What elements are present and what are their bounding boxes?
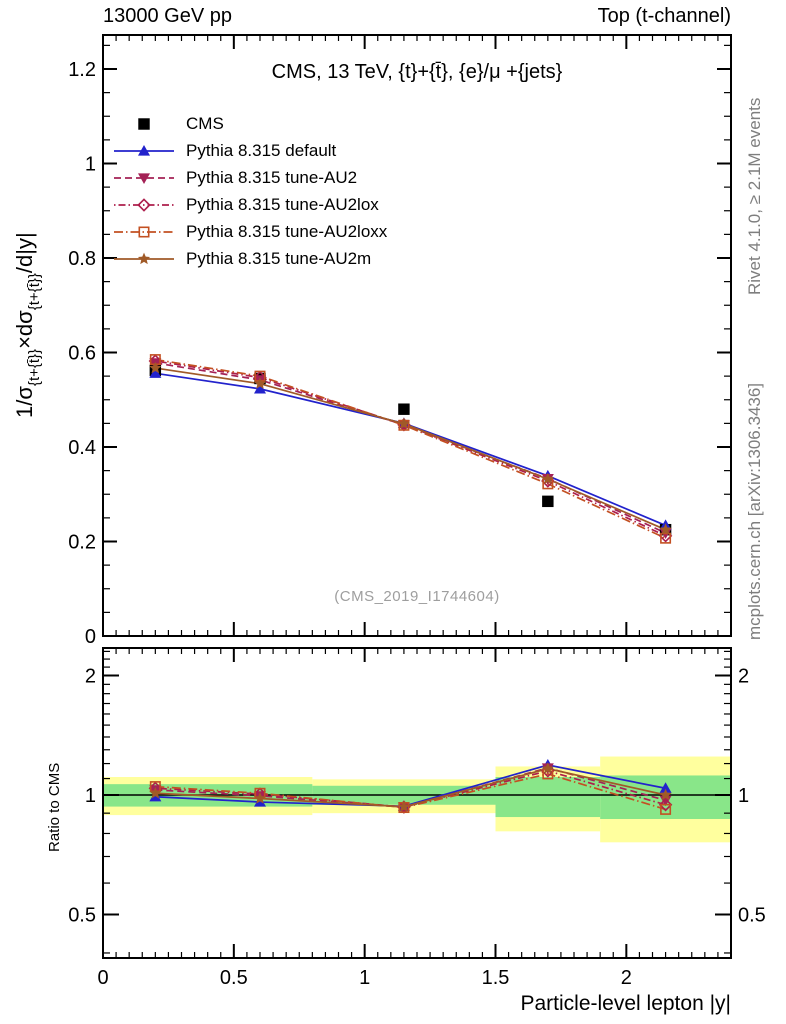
main-ytick-label: 1 (85, 154, 96, 176)
legend-marker-pythia-8-315-tune-au2 (114, 172, 174, 184)
legend-marker-cms (138, 117, 150, 130)
legend-label: CMS (186, 113, 224, 133)
ratio-marker-pythia-8-315-tune-au2m (659, 788, 672, 801)
legend-marker-pythia-8-315-tune-au2m (114, 252, 174, 264)
ratio-marker-pythia-8-315-tune-au2lox (658, 798, 673, 812)
legend-label: Pythia 8.315 tune-AU2lox (186, 194, 379, 214)
main-ytick-label: 0.2 (68, 532, 96, 554)
legend-marker-pythia-8-315-tune-au2loxx (114, 226, 174, 237)
xtick-label: 0.5 (220, 967, 248, 989)
legend-item-pythia-8-315-tune-au2m: Pythia 8.315 tune-AU2m (112, 245, 387, 272)
ylabel-text: 1/σ (12, 386, 37, 418)
ratio-marker-pythia-8-315-tune-au2m (149, 786, 162, 799)
analysis-id-watermark: (CMS_2019_I1744604) (334, 588, 500, 605)
ratio-marker-pythia-8-315-default (659, 782, 672, 793)
ylabel-subscript: {t+{t̄}} (26, 348, 43, 387)
main-line-pythia-8-315-tune-au2loxx (155, 358, 666, 539)
main-line-pythia-8-315-tune-au2lox (155, 360, 666, 537)
ratio-ytick-label-left: 1 (85, 785, 96, 807)
ratio-marker-pythia-8-315-tune-au2m (253, 792, 267, 804)
main-ytick-label: 0.8 (68, 248, 96, 270)
main-line-pythia-8-315-tune-au2m (155, 367, 666, 531)
main-marker-pythia-8-315-tune-au2m (541, 472, 554, 485)
legend-label: Pythia 8.315 tune-AU2m (186, 248, 372, 268)
ratio-marker-pythia-8-315-tune-au2m (397, 800, 410, 812)
tick-labels: 0 0.2 0.4 0.6 0.8 1 1.2 0.5 0.5 1 1 2 2 0 0.5 1 1.5 2 (68, 59, 766, 989)
ylabel-text: /d|y| (12, 232, 37, 274)
legend-marker-glyph (137, 252, 151, 264)
beam-energy-label: 13000 GeV pp (103, 5, 232, 27)
legend-marker-glyph (138, 226, 150, 237)
main-ytick-label: 0.4 (68, 437, 96, 459)
xtick-label: 1.5 (482, 967, 510, 989)
x-axis-label: Particle-level lepton |y| (520, 992, 731, 1015)
ratio-ytick-label-left: 0.5 (68, 905, 96, 927)
rivet-version-note: Rivet 4.1.0, ≥ 2.1M events (745, 97, 764, 295)
main-marker-pythia-8-315-tune-au2m (397, 417, 410, 430)
ratio-ytick-label-right: 2 (738, 666, 749, 688)
xtick-label: 0 (97, 967, 108, 989)
main-marker-pythia-8-315-tune-au2m (253, 377, 267, 389)
xtick-label: 2 (621, 967, 632, 989)
main-marker-pythia-8-315-default (254, 382, 266, 394)
main-ytick-label: 1.2 (68, 59, 96, 81)
legend-item-pythia-8-315-tune-au2lox: Pythia 8.315 tune-AU2lox (112, 191, 387, 218)
main-ytick-label: 0.6 (68, 343, 96, 365)
plot-title: CMS, 13 TeV, {t}+{t̄}, {e}/μ +{jets} (271, 61, 563, 83)
legend-marker-pythia-8-315-default (114, 144, 174, 156)
legend-label: Pythia 8.315 tune-AU2loxx (186, 221, 388, 241)
legend-marker-glyph (138, 172, 150, 184)
axis-ticks (102, 35, 732, 958)
main-marker-pythia-8-315-default (149, 367, 162, 378)
ylabel-subscript: {t+{t̄}} (26, 273, 43, 311)
ratio-ytick-label-left: 2 (85, 666, 96, 688)
mcplots-credit-note: mcplots.cern.ch [arXiv:1306.3436] (745, 382, 764, 640)
legend: CMS Pythia 8.315 default Pythia 8.315 tune… (112, 110, 387, 272)
main-ytick-label: 0 (85, 626, 96, 648)
xtick-label: 1 (359, 967, 370, 989)
main-marker-cms (398, 403, 410, 415)
legend-item-pythia-8-315-tune-au2loxx: Pythia 8.315 tune-AU2loxx (112, 218, 387, 245)
legend-marker-glyph (138, 144, 150, 156)
ratio-axis-label: Ratio to CMS (46, 762, 63, 852)
legend-marker-glyph (137, 197, 151, 212)
legend-item-pythia-8-315-tune-au2: Pythia 8.315 tune-AU2 (112, 164, 387, 191)
process-label: Top (t-channel) (597, 5, 731, 27)
ylabel-text: ×dσ (12, 310, 37, 349)
ratio-ytick-label-right: 0.5 (738, 905, 766, 927)
main-line-pythia-8-315-tune-au2 (155, 362, 666, 534)
main-marker-pythia-8-315-tune-au2m (659, 523, 672, 535)
ratio-ytick-label-right: 1 (738, 785, 749, 807)
legend-item-cms: CMS (112, 110, 387, 137)
main-marker-cms (542, 495, 554, 508)
main-marker-pythia-8-315-tune-au2loxx (660, 532, 672, 544)
legend-item-pythia-8-315-default: Pythia 8.315 default (112, 137, 387, 164)
legend-marker-pythia-8-315-tune-au2lox (114, 197, 174, 212)
legend-marker-glyph (138, 117, 150, 130)
main-y-axis-label: 1/σ{t+{t̄}}×dσ{t+{t̄}}/d|y| (12, 232, 43, 418)
ratio-line-pythia-8-315-tune-au2 (155, 767, 666, 808)
main-marker-pythia-8-315-tune-au2m (149, 361, 162, 374)
ratio-marker-pythia-8-315-tune-au2m (541, 762, 554, 774)
ratio-marker-pythia-8-315-tune-au2loxx (660, 803, 672, 815)
legend-label: Pythia 8.315 default (186, 140, 337, 160)
legend-label: Pythia 8.315 tune-AU2 (186, 167, 358, 187)
